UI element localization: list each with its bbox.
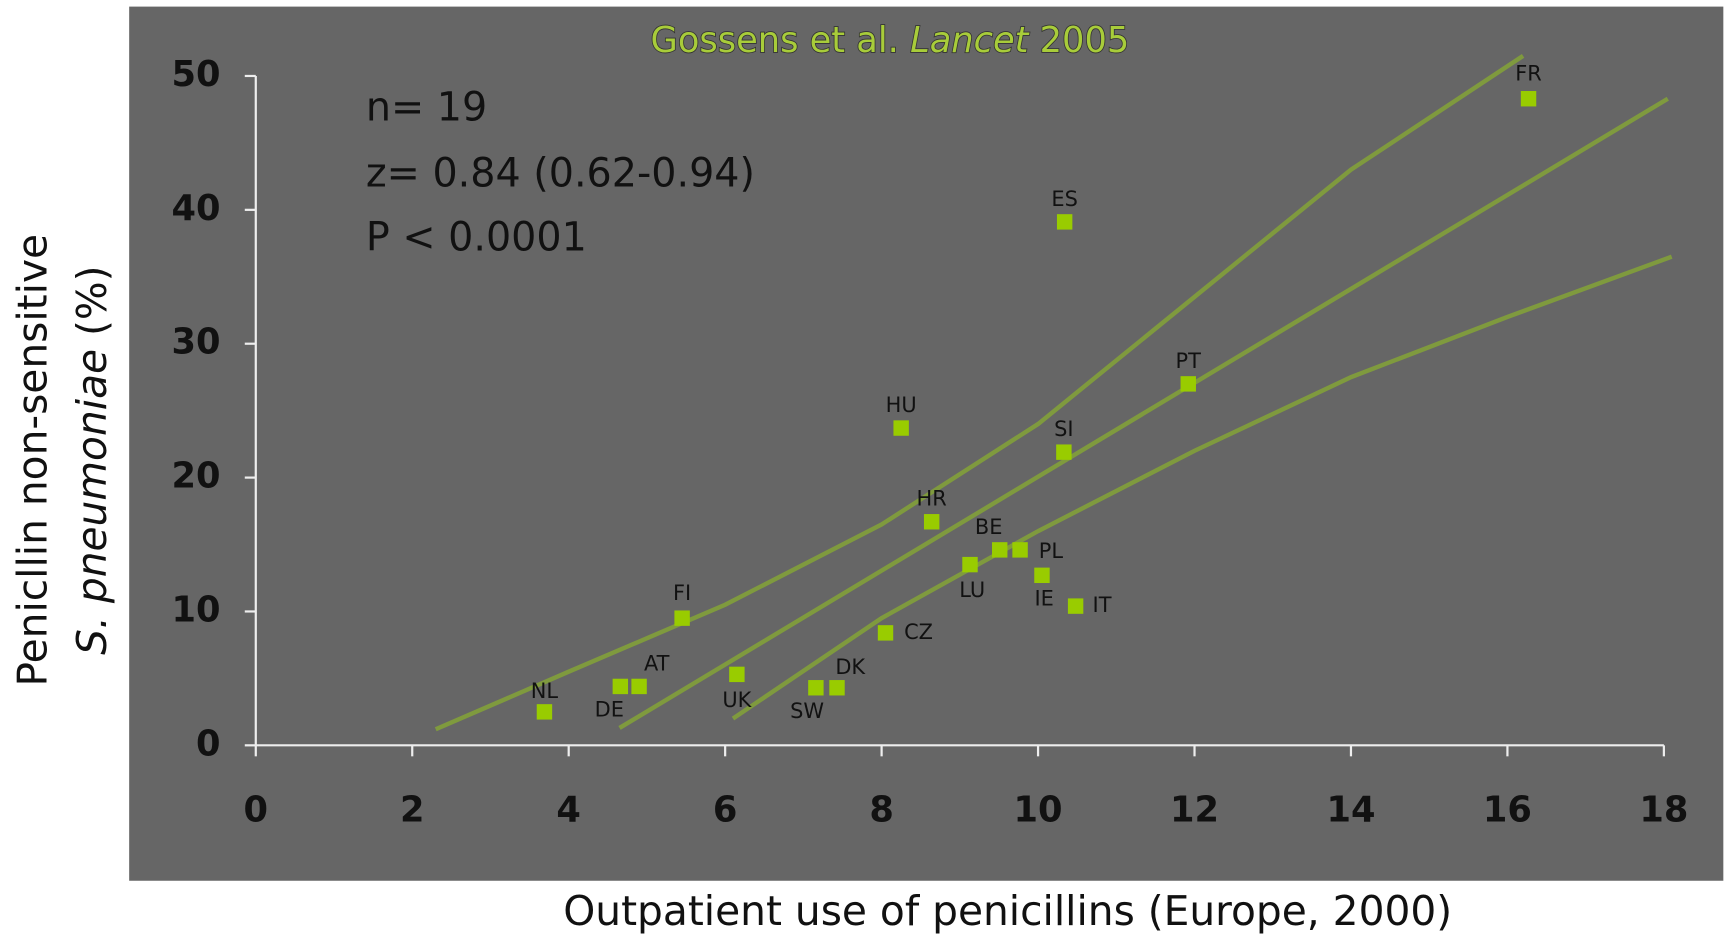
- y-tick-label: 0: [196, 723, 221, 764]
- title-part: Gossens et al.: [651, 20, 899, 61]
- point-label: DE: [595, 698, 624, 722]
- point-label: LU: [959, 578, 985, 602]
- point: [631, 678, 647, 695]
- point-label: UK: [722, 688, 752, 712]
- point: [992, 542, 1008, 558]
- x-tick-label: 14: [1326, 789, 1375, 830]
- y-title-part: (%): [68, 266, 116, 336]
- x-tick-label: 2: [400, 789, 425, 830]
- fit-line: [618, 96, 1669, 730]
- x-tick-label: 10: [1014, 789, 1063, 830]
- point-label: SW: [790, 699, 824, 723]
- point: [1012, 542, 1028, 558]
- point-label: IE: [1034, 587, 1053, 611]
- point: [829, 680, 845, 696]
- point-label: DK: [835, 655, 866, 679]
- x-tick-label: 0: [244, 789, 269, 830]
- y-tick-label: 10: [172, 589, 221, 630]
- point-label: CZ: [904, 620, 933, 644]
- x-tick-label: 4: [556, 789, 581, 830]
- y-title-part: S. pneumoniae: [68, 349, 116, 655]
- annotation: P < 0.0001: [366, 215, 587, 261]
- point-label: IT: [1093, 593, 1112, 617]
- point: [1034, 567, 1050, 584]
- chart-title: Gossens et al. Lancet 2005: [651, 20, 1130, 61]
- x-tick-label: 18: [1639, 789, 1688, 830]
- x-tick-label: 16: [1483, 789, 1532, 830]
- point: [1056, 444, 1072, 460]
- point: [1520, 91, 1537, 107]
- point-label: FI: [673, 581, 691, 605]
- point: [1180, 376, 1196, 392]
- point-label: HU: [886, 393, 917, 417]
- point: [923, 514, 940, 530]
- fit-line: [731, 254, 1673, 721]
- point: [729, 666, 745, 683]
- title-part: Lancet: [910, 20, 1030, 61]
- point: [1056, 214, 1073, 230]
- x-axis-title: Outpatient use of penicillins (Europe, 2…: [563, 887, 1452, 935]
- y-tick-label: 50: [172, 54, 221, 95]
- y-axis-title: S. pneumoniae (%): [68, 266, 116, 655]
- y-tick-label: 40: [172, 188, 221, 229]
- x-tick-label: 6: [713, 789, 738, 830]
- point: [674, 610, 690, 626]
- y-tick-label: 30: [172, 322, 221, 363]
- point: [893, 420, 909, 436]
- point-label: AT: [644, 651, 670, 675]
- point-label: HR: [917, 487, 947, 511]
- point: [1067, 598, 1084, 614]
- fit-line: [434, 54, 1525, 732]
- title-part: 2005: [1040, 20, 1130, 61]
- point: [612, 678, 629, 695]
- point-label: NL: [531, 679, 559, 703]
- x-tick-label: 8: [869, 789, 894, 830]
- point-label: PL: [1039, 539, 1064, 563]
- point-label: BE: [975, 515, 1003, 539]
- point-label: ES: [1051, 187, 1077, 211]
- point-label: FR: [1515, 62, 1542, 86]
- point: [877, 625, 894, 641]
- plot-background: [129, 6, 1724, 881]
- x-tick-label: 12: [1170, 789, 1219, 830]
- point: [962, 556, 978, 573]
- annotation: z= 0.84 (0.62-0.94): [366, 151, 755, 197]
- annotation: n= 19: [366, 85, 487, 131]
- point: [536, 704, 553, 720]
- y-tick-label: 20: [172, 456, 221, 497]
- y-axis-title: Penicllin non-sensitive: [9, 234, 57, 687]
- point-label: PT: [1176, 349, 1202, 373]
- point-label: SI: [1054, 417, 1073, 441]
- point: [808, 680, 824, 696]
